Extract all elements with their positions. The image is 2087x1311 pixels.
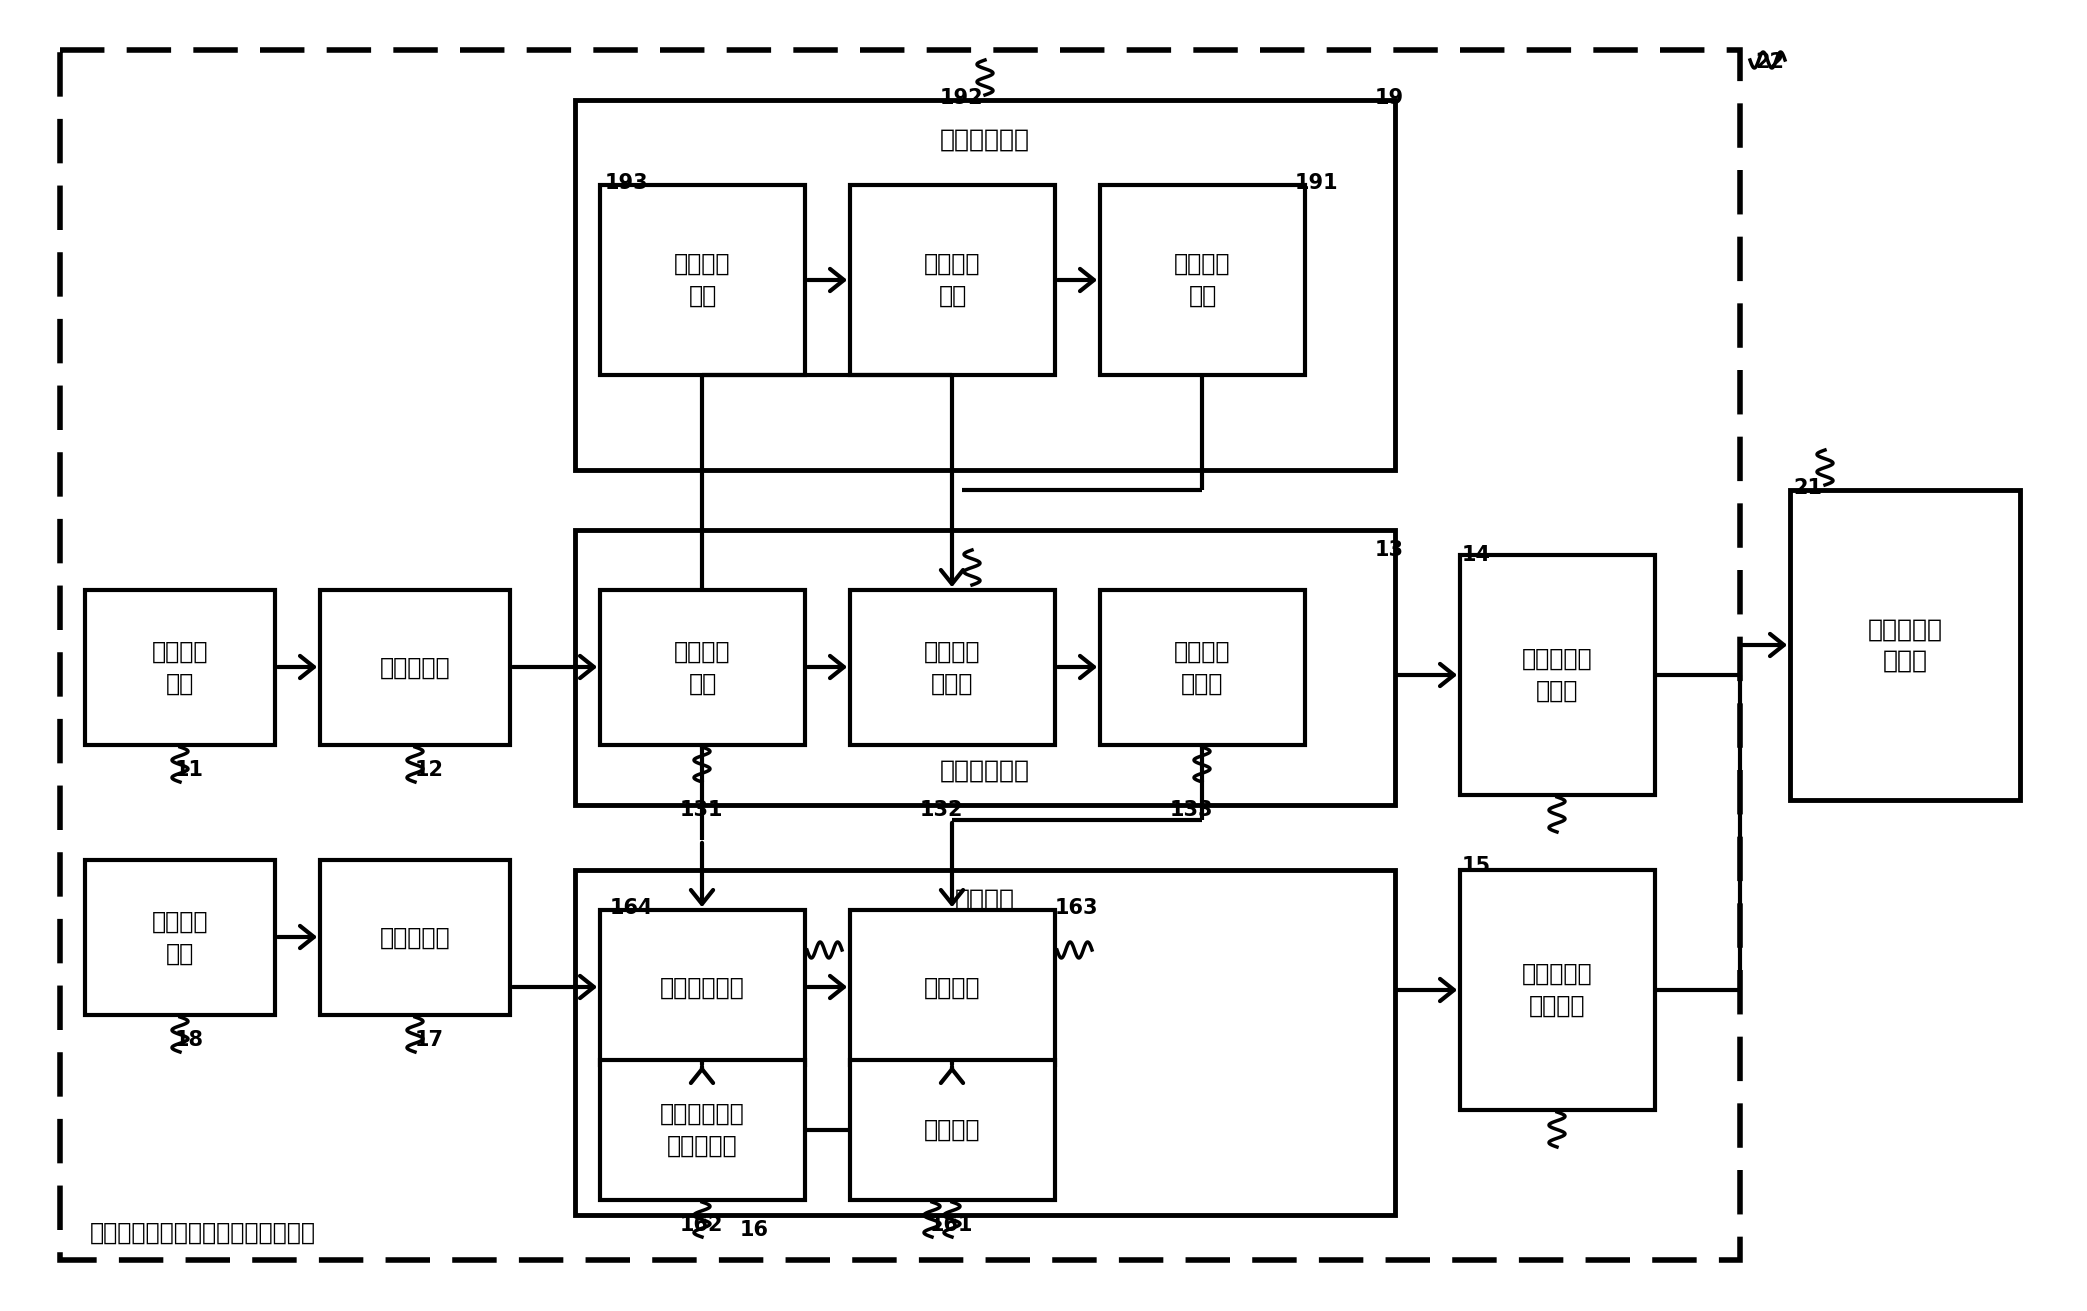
Text: 基带单元: 基带单元 [925,1118,981,1142]
Text: 滤波降采
样单元: 滤波降采 样单元 [925,640,981,695]
Bar [319,860,509,1015]
Text: 相位解调模块: 相位解调模块 [939,759,1031,783]
Text: 测距音信息
提取模块: 测距音信息 提取模块 [1521,962,1592,1017]
Bar [1461,555,1655,794]
Text: 162: 162 [680,1215,724,1235]
Bar [1461,871,1655,1110]
Bar [86,590,275,745]
Text: 正交解调
单元: 正交解调 单元 [674,640,730,695]
Text: 反正切解
调单元: 反正切解 调单元 [1175,640,1231,695]
Bar [1791,490,2020,800]
Text: 误差获取
单元: 误差获取 单元 [1175,252,1231,308]
Text: 15: 15 [1463,856,1490,876]
Bar [849,1061,1056,1200]
Bar [599,1061,806,1200]
Text: 132: 132 [920,800,964,819]
Bar [849,910,1056,1065]
Bar [576,100,1394,471]
Text: 164: 164 [609,898,653,918]
Text: 数模转换
模块: 数模转换 模块 [152,910,209,965]
Text: 叠加单元: 叠加单元 [925,975,981,999]
Bar [849,185,1056,375]
Text: 13: 13 [1375,540,1405,560]
Text: 17: 17 [415,1030,445,1050]
Text: 上变频模块: 上变频模块 [380,926,451,949]
Text: 12: 12 [415,760,445,780]
Text: 11: 11 [175,760,205,780]
Bar [86,860,275,1015]
Text: 跟踪调整
单元: 跟踪调整 单元 [674,252,730,308]
Text: 下变频模块: 下变频模块 [380,656,451,679]
Text: 191: 191 [1296,173,1338,193]
Text: 19: 19 [1375,88,1405,108]
Text: 捕获调整
单元: 捕获调整 单元 [925,252,981,308]
Bar [576,871,1394,1215]
Text: 16: 16 [741,1221,768,1240]
Text: 21: 21 [1793,479,1822,498]
Text: 131: 131 [680,800,724,819]
Text: 相位调制单元: 相位调制单元 [659,975,745,999]
Bar [1100,185,1304,375]
Text: 载波同步模块: 载波同步模块 [939,128,1031,152]
Bar [849,590,1056,745]
Text: 193: 193 [605,173,649,193]
Text: 133: 133 [1171,800,1213,819]
Text: 二进制相移键
控调制单元: 二进制相移键 控调制单元 [659,1103,745,1158]
Bar [599,910,806,1065]
Text: 星载数据管
理系统: 星载数据管 理系统 [1868,617,1943,673]
Text: 遥控信息提
取模块: 遥控信息提 取模块 [1521,648,1592,703]
Text: 14: 14 [1463,545,1490,565]
Bar [61,50,1741,1260]
Text: 163: 163 [1056,898,1098,918]
Bar [576,530,1394,805]
Text: 161: 161 [931,1215,973,1235]
Text: 192: 192 [939,88,983,108]
Text: 航天测控数字化中频与基带处理装置: 航天测控数字化中频与基带处理装置 [90,1221,315,1245]
Text: 调制模块: 调制模块 [956,888,1014,912]
Text: 模数转换
模块: 模数转换 模块 [152,640,209,695]
Bar [599,590,806,745]
Text: 18: 18 [175,1030,205,1050]
Bar [319,590,509,745]
Text: 22: 22 [1755,52,1784,72]
Bar [1100,590,1304,745]
Bar [599,185,806,375]
